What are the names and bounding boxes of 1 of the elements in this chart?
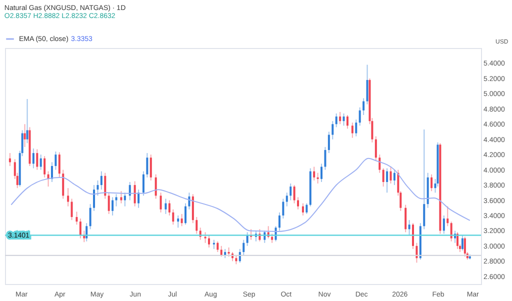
line-series <box>10 158 470 232</box>
